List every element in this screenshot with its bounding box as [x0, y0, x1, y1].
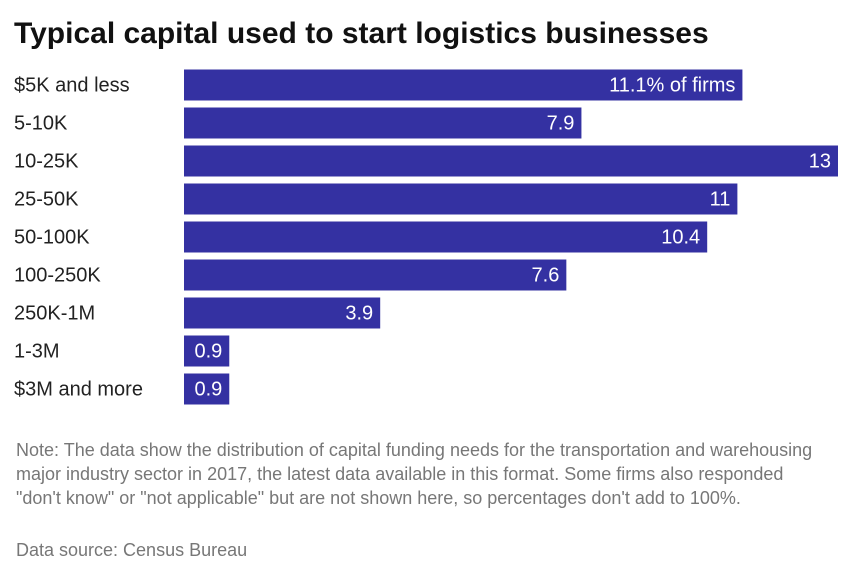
value-label: 3.9	[345, 302, 373, 324]
value-label: 11.1% of firms	[609, 74, 735, 96]
bar	[184, 259, 567, 291]
bar	[184, 221, 708, 253]
category-label: $5K and less	[14, 74, 130, 96]
bar	[184, 183, 738, 215]
bar	[184, 335, 230, 367]
chart: Typical capital used to start logistics …	[14, 17, 838, 405]
bar	[184, 107, 582, 139]
bar	[184, 69, 743, 101]
bar	[184, 373, 230, 405]
source: Data source: Census Bureau	[16, 540, 248, 560]
category-label: 100-250K	[14, 264, 101, 286]
value-label: 10.4	[661, 226, 700, 248]
chart-title: Typical capital used to start logistics …	[14, 17, 709, 50]
note: Note: The data show the distribution of …	[16, 440, 813, 508]
bar	[184, 297, 381, 329]
category-label: $3M and more	[14, 378, 143, 400]
category-label: 25-50K	[14, 188, 79, 210]
category-label: 1-3M	[14, 340, 60, 362]
value-label: 0.9	[194, 340, 222, 362]
category-label: 250K-1M	[14, 302, 95, 324]
bar	[184, 145, 838, 177]
value-label: 7.6	[532, 264, 560, 286]
value-label: 11	[710, 188, 731, 210]
category-label: 50-100K	[14, 226, 90, 248]
category-label: 5-10K	[14, 112, 68, 134]
value-label: 0.9	[194, 378, 222, 400]
value-label: 7.9	[547, 112, 575, 134]
category-label: 10-25K	[14, 150, 79, 172]
value-label: 13	[809, 150, 831, 172]
